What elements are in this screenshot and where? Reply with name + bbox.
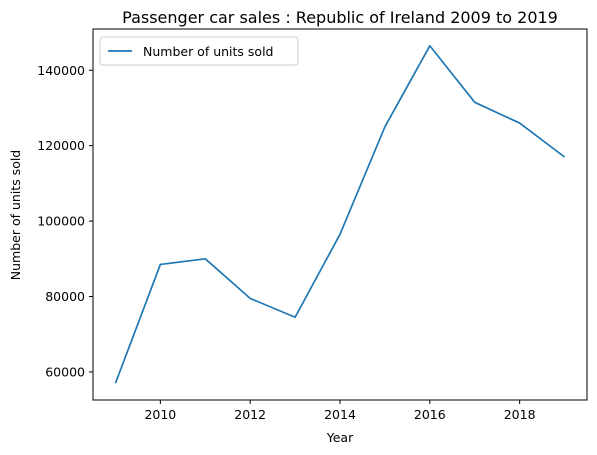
tick-layer: 2010 2012 2014 2016 2018 60000 80000 100000 1200…: [37, 63, 535, 422]
y-tick-label: 140000: [37, 63, 85, 78]
chart-title: Passenger car sales : Republic of Irelan…: [122, 8, 558, 27]
x-tick-label: 2018: [504, 407, 536, 422]
x-tick-label: 2010: [144, 407, 176, 422]
y-axis-label: Number of units sold: [8, 150, 23, 280]
series-line: [114, 44, 566, 384]
series-layer: [114, 44, 566, 384]
y-tick-label: 120000: [37, 138, 85, 153]
y-tick-label: 80000: [45, 289, 85, 304]
y-tick-label: 100000: [37, 214, 85, 229]
x-tick-label: 2014: [324, 407, 356, 422]
legend: Number of units sold: [99, 36, 299, 66]
x-tick-label: 2012: [234, 407, 266, 422]
y-tick-label: 60000: [45, 364, 85, 379]
legend-label: Number of units sold: [143, 44, 273, 59]
x-axis-label: Year: [326, 430, 354, 445]
x-tick-label: 2016: [414, 407, 446, 422]
plot-frame: [92, 28, 588, 401]
legend-box: [99, 36, 299, 66]
